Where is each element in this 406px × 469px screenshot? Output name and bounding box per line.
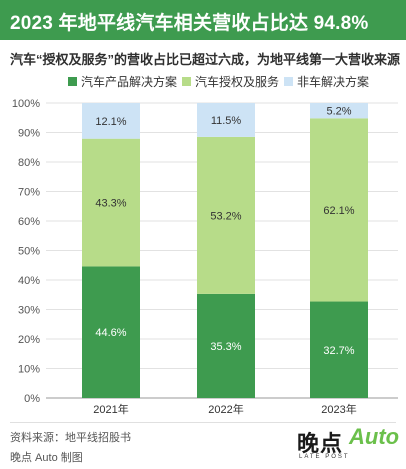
- legend-swatch-license: [182, 77, 191, 86]
- legend-item-product: 汽车产品解决方案: [68, 73, 177, 90]
- data-label: 32.7%: [323, 345, 354, 357]
- bar-segment: [310, 103, 368, 119]
- legend: 汽车产品解决方案 汽车授权及服务 非车解决方案: [10, 73, 400, 89]
- bar-segment: [197, 103, 255, 137]
- y-tick-label: 20%: [18, 334, 40, 346]
- data-label: 5.2%: [326, 106, 351, 118]
- legend-item-non-auto: 非车解决方案: [284, 73, 369, 90]
- legend-label-non-auto: 非车解决方案: [297, 75, 370, 89]
- data-source: 资料来源：地平线招股书: [10, 432, 131, 444]
- bar-segment: [82, 103, 140, 139]
- data-label: 43.3%: [95, 198, 126, 210]
- data-label: 53.2%: [210, 210, 241, 222]
- chart-title: 2023 年地平线汽车相关营收占比达 94.8%: [10, 13, 369, 34]
- y-tick-label: 70%: [18, 187, 40, 199]
- data-label: 44.6%: [95, 327, 126, 339]
- legend-swatch-non-auto: [284, 77, 293, 86]
- legend-item-license: 汽车授权及服务: [182, 73, 279, 90]
- y-tick-label: 30%: [18, 305, 40, 317]
- y-tick-label: 60%: [18, 216, 40, 228]
- legend-swatch-product: [68, 77, 77, 86]
- chart-credit: 晚点 Auto 制图: [10, 452, 83, 464]
- footer-divider: [10, 422, 396, 423]
- bar-segment: [310, 301, 368, 398]
- logo-sub-text: LATE POST: [299, 454, 350, 460]
- bar-segment: [197, 293, 255, 398]
- x-tick-label: 2023年: [321, 402, 356, 416]
- y-tick-label: 0%: [24, 393, 40, 405]
- bar-segment: [197, 136, 255, 294]
- y-tick-label: 80%: [18, 157, 40, 169]
- y-tick-label: 40%: [18, 275, 40, 287]
- y-tick-label: 90%: [18, 128, 40, 140]
- bar-segment: [82, 138, 140, 267]
- bar-segment: [82, 266, 140, 398]
- logo-auto-text: Auto: [349, 424, 400, 449]
- legend-label-license: 汽车授权及服务: [195, 75, 280, 89]
- data-label: 12.1%: [95, 116, 126, 128]
- data-label: 35.3%: [210, 341, 241, 353]
- chart-subtitle: 汽车“授权及服务”的营收占比已超过六成，为地平线第一大营收来源: [10, 52, 401, 67]
- latepost-auto-logo: 晚点 LATE POST Auto: [297, 424, 400, 466]
- legend-label-product: 汽车产品解决方案: [81, 75, 178, 89]
- bar-segment: [310, 118, 368, 302]
- logo-main-text: 晚点: [297, 431, 344, 456]
- data-label: 11.5%: [211, 115, 242, 127]
- x-tick-label: 2021年: [93, 402, 128, 416]
- title-bar: 2023 年地平线汽车相关营收占比达 94.8%: [0, 0, 406, 40]
- y-tick-label: 100%: [12, 98, 40, 110]
- data-label: 62.1%: [323, 205, 354, 217]
- y-tick-label: 50%: [18, 246, 40, 258]
- x-tick-label: 2022年: [208, 402, 243, 416]
- y-tick-label: 10%: [18, 364, 40, 376]
